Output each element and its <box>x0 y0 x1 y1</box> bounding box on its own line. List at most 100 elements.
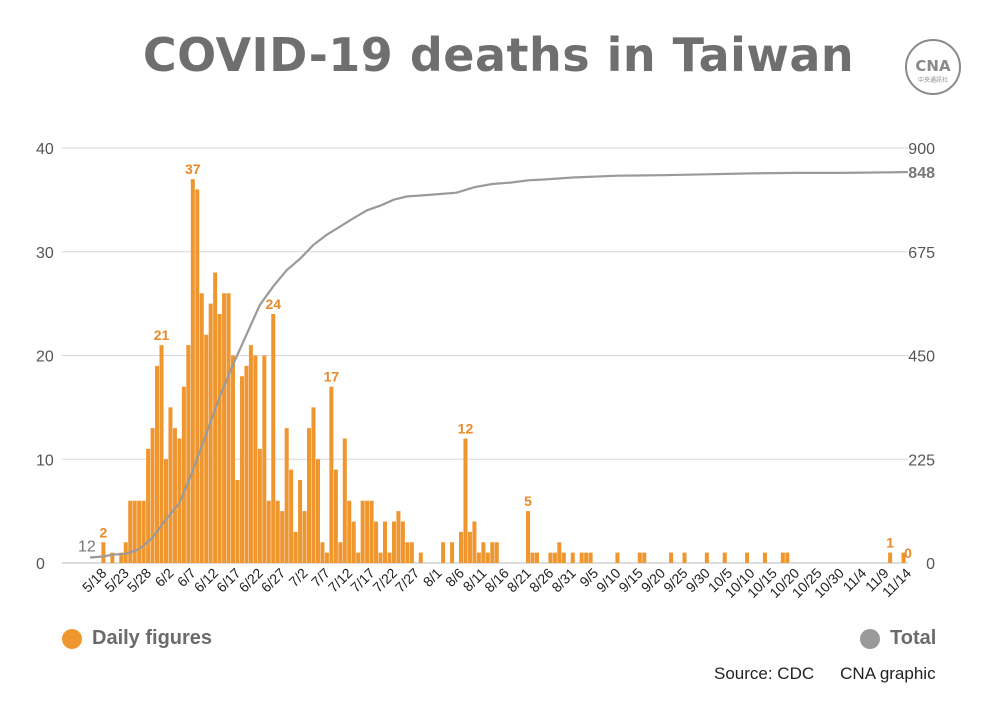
legend-total: Total <box>860 627 936 650</box>
right-tick-label: 0 <box>926 556 935 573</box>
daily-bar <box>338 542 343 563</box>
x-tick-label: 8/1 <box>420 565 445 590</box>
daily-bar <box>888 552 893 563</box>
daily-bar <box>378 552 383 563</box>
daily-bar <box>526 511 531 563</box>
daily-bar <box>257 448 262 563</box>
right-tick-label: 900 <box>908 141 935 158</box>
daily-bars <box>101 179 906 563</box>
bar-annotation: 37 <box>185 161 201 177</box>
chart-title: COVID-19 deaths in Taiwan <box>142 28 855 82</box>
daily-bar <box>342 438 347 563</box>
bar-annotation: 12 <box>458 421 474 437</box>
daily-bar <box>333 469 338 563</box>
daily-bar <box>785 552 790 563</box>
daily-bar <box>548 552 553 563</box>
daily-bar <box>123 542 128 563</box>
daily-bar <box>280 511 285 563</box>
daily-bar <box>458 531 464 563</box>
daily-bar <box>467 531 472 563</box>
daily-bar <box>356 552 361 563</box>
daily-bar <box>239 376 244 563</box>
daily-bar <box>722 552 727 563</box>
daily-bar <box>387 552 392 563</box>
daily-bar <box>311 407 316 563</box>
daily-bar <box>405 542 410 563</box>
daily-bar <box>530 552 535 563</box>
left-tick-label: 0 <box>36 556 45 573</box>
daily-bar <box>222 293 227 563</box>
daily-bar <box>204 334 209 563</box>
legend-total-swatch <box>860 628 880 649</box>
daily-bar <box>186 345 191 563</box>
daily-bar <box>244 365 249 563</box>
daily-bar <box>400 521 405 563</box>
daily-bar <box>119 552 124 563</box>
left-tick-label: 20 <box>36 349 54 366</box>
daily-bar <box>476 552 481 563</box>
x-axis: 5/185/235/286/26/76/126/176/226/277/27/7… <box>79 565 914 601</box>
daily-bar <box>208 303 213 563</box>
daily-bar <box>351 521 356 563</box>
daily-bar <box>150 428 155 563</box>
daily-bar <box>284 428 289 563</box>
logo-text: CNA <box>915 57 951 75</box>
source-line: Source: CDC CNA graphic <box>714 664 936 684</box>
daily-bar <box>472 521 477 563</box>
daily-bar <box>450 542 455 563</box>
source-text: Source: CDC <box>714 664 815 683</box>
bar-annotation: 5 <box>524 493 532 509</box>
right-tick-label: 450 <box>908 349 935 366</box>
left-tick-label: 30 <box>36 245 54 262</box>
daily-bar <box>190 179 195 563</box>
daily-bar <box>347 500 352 563</box>
left-tick-label: 10 <box>36 452 54 469</box>
bar-annotation: 21 <box>154 327 170 343</box>
x-tick-label: 6/2 <box>152 565 177 590</box>
daily-bar <box>682 552 687 563</box>
daily-bar <box>155 365 160 563</box>
legend-daily-label: Daily figures <box>92 627 213 649</box>
daily-bar <box>324 552 329 563</box>
x-tick-label: 7/2 <box>286 565 311 590</box>
daily-bar <box>248 345 253 563</box>
daily-bar <box>557 542 562 563</box>
daily-bar <box>302 511 307 563</box>
daily-bar <box>141 500 146 563</box>
cna-logo: CNA 中央通訊社 <box>905 39 961 95</box>
x-tick-label: 5/28 <box>124 565 155 596</box>
daily-bar <box>262 355 267 563</box>
daily-bar <box>534 552 540 563</box>
daily-bar <box>704 552 709 563</box>
daily-bar <box>168 407 173 563</box>
daily-bar <box>266 500 271 563</box>
left-axis: 0 10 20 30 40 <box>36 141 54 573</box>
daily-bar <box>669 552 674 563</box>
daily-bar <box>195 189 200 563</box>
logo-subtext: 中央通訊社 <box>918 76 948 84</box>
daily-bar <box>271 314 276 563</box>
left-tick-label: 40 <box>36 141 54 158</box>
right-axis: 0 225 450 675 900 <box>908 141 935 573</box>
daily-bar <box>253 355 258 563</box>
daily-bar <box>231 355 236 563</box>
x-tick-label: 6/27 <box>258 565 289 596</box>
logo-ring <box>905 39 961 95</box>
daily-bar <box>494 542 499 563</box>
daily-bar <box>199 293 204 563</box>
daily-bar <box>213 272 218 563</box>
daily-bar <box>579 552 584 563</box>
daily-bar <box>463 438 468 563</box>
daily-bar <box>289 469 294 563</box>
total-line <box>89 170 909 559</box>
daily-bar <box>307 428 312 563</box>
daily-bar <box>561 552 566 563</box>
daily-bar <box>637 552 642 563</box>
daily-bar <box>365 500 370 563</box>
daily-bar <box>391 521 396 563</box>
daily-bar <box>293 531 298 563</box>
legend-total-label: Total <box>890 627 937 649</box>
daily-bar <box>642 552 647 563</box>
